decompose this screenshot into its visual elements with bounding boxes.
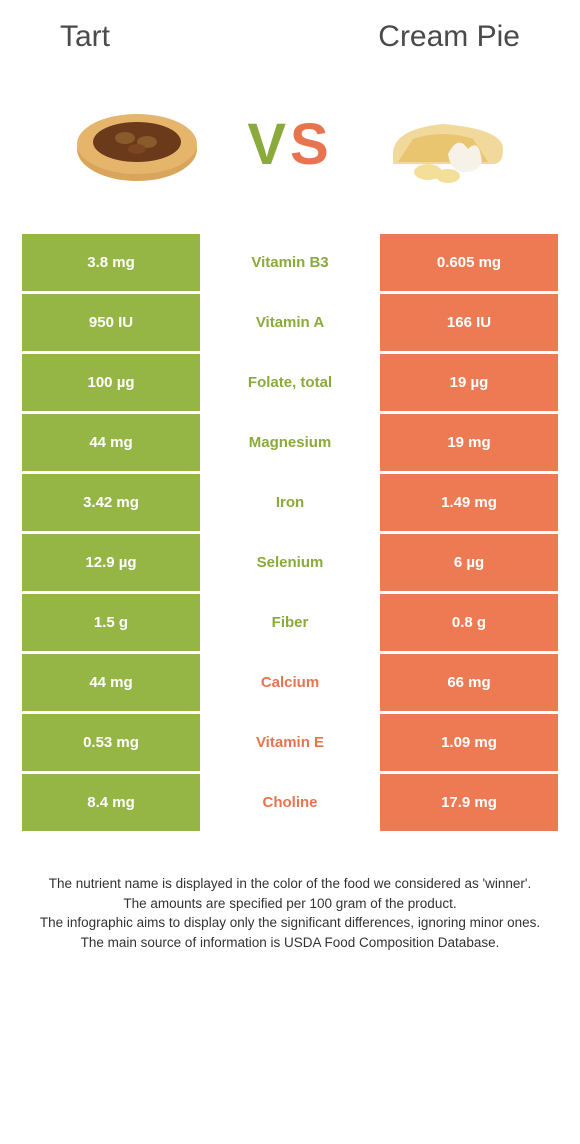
value-right: 0.8 g — [380, 594, 558, 651]
value-left: 950 IU — [22, 294, 200, 351]
nutrient-name: Magnesium — [200, 414, 380, 471]
value-left: 0.53 mg — [22, 714, 200, 771]
table-row: 100 µgFolate, total19 µg — [22, 354, 558, 414]
food-title-right: Cream Pie — [378, 20, 520, 54]
table-row: 3.8 mgVitamin B30.605 mg — [22, 234, 558, 294]
nutrient-table: 3.8 mgVitamin B30.605 mg950 IUVitamin A1… — [22, 234, 558, 834]
value-right: 19 µg — [380, 354, 558, 411]
footnotes: The nutrient name is displayed in the co… — [20, 874, 560, 952]
footnote-line: The amounts are specified per 100 gram o… — [30, 894, 550, 914]
table-row: 12.9 µgSelenium6 µg — [22, 534, 558, 594]
value-right: 166 IU — [380, 294, 558, 351]
value-left: 44 mg — [22, 414, 200, 471]
value-left: 3.8 mg — [22, 234, 200, 291]
vs-label: VS — [247, 111, 332, 178]
value-left: 12.9 µg — [22, 534, 200, 591]
footnote-line: The main source of information is USDA F… — [30, 933, 550, 953]
header: Tart Cream Pie — [20, 20, 560, 54]
value-right: 1.49 mg — [380, 474, 558, 531]
value-right: 0.605 mg — [380, 234, 558, 291]
nutrient-name: Choline — [200, 774, 380, 831]
table-row: 0.53 mgVitamin E1.09 mg — [22, 714, 558, 774]
vs-v: V — [247, 112, 290, 177]
nutrient-name: Iron — [200, 474, 380, 531]
cream-pie-image — [373, 94, 513, 194]
nutrient-name: Folate, total — [200, 354, 380, 411]
vs-s: S — [290, 112, 333, 177]
value-left: 44 mg — [22, 654, 200, 711]
value-right: 19 mg — [380, 414, 558, 471]
nutrient-name: Vitamin B3 — [200, 234, 380, 291]
table-row: 3.42 mgIron1.49 mg — [22, 474, 558, 534]
nutrient-name: Fiber — [200, 594, 380, 651]
table-row: 44 mgMagnesium19 mg — [22, 414, 558, 474]
nutrient-name: Calcium — [200, 654, 380, 711]
value-right: 6 µg — [380, 534, 558, 591]
table-row: 44 mgCalcium66 mg — [22, 654, 558, 714]
table-row: 950 IUVitamin A166 IU — [22, 294, 558, 354]
nutrient-name: Selenium — [200, 534, 380, 591]
value-left: 1.5 g — [22, 594, 200, 651]
nutrient-name: Vitamin E — [200, 714, 380, 771]
value-right: 66 mg — [380, 654, 558, 711]
value-left: 8.4 mg — [22, 774, 200, 831]
tart-image — [67, 94, 207, 194]
vs-row: VS — [20, 94, 560, 194]
value-right: 1.09 mg — [380, 714, 558, 771]
value-left: 3.42 mg — [22, 474, 200, 531]
table-row: 1.5 gFiber0.8 g — [22, 594, 558, 654]
food-title-left: Tart — [60, 20, 110, 54]
footnote-line: The nutrient name is displayed in the co… — [30, 874, 550, 894]
nutrient-name: Vitamin A — [200, 294, 380, 351]
value-left: 100 µg — [22, 354, 200, 411]
footnote-line: The infographic aims to display only the… — [30, 913, 550, 933]
table-row: 8.4 mgCholine17.9 mg — [22, 774, 558, 834]
value-right: 17.9 mg — [380, 774, 558, 831]
